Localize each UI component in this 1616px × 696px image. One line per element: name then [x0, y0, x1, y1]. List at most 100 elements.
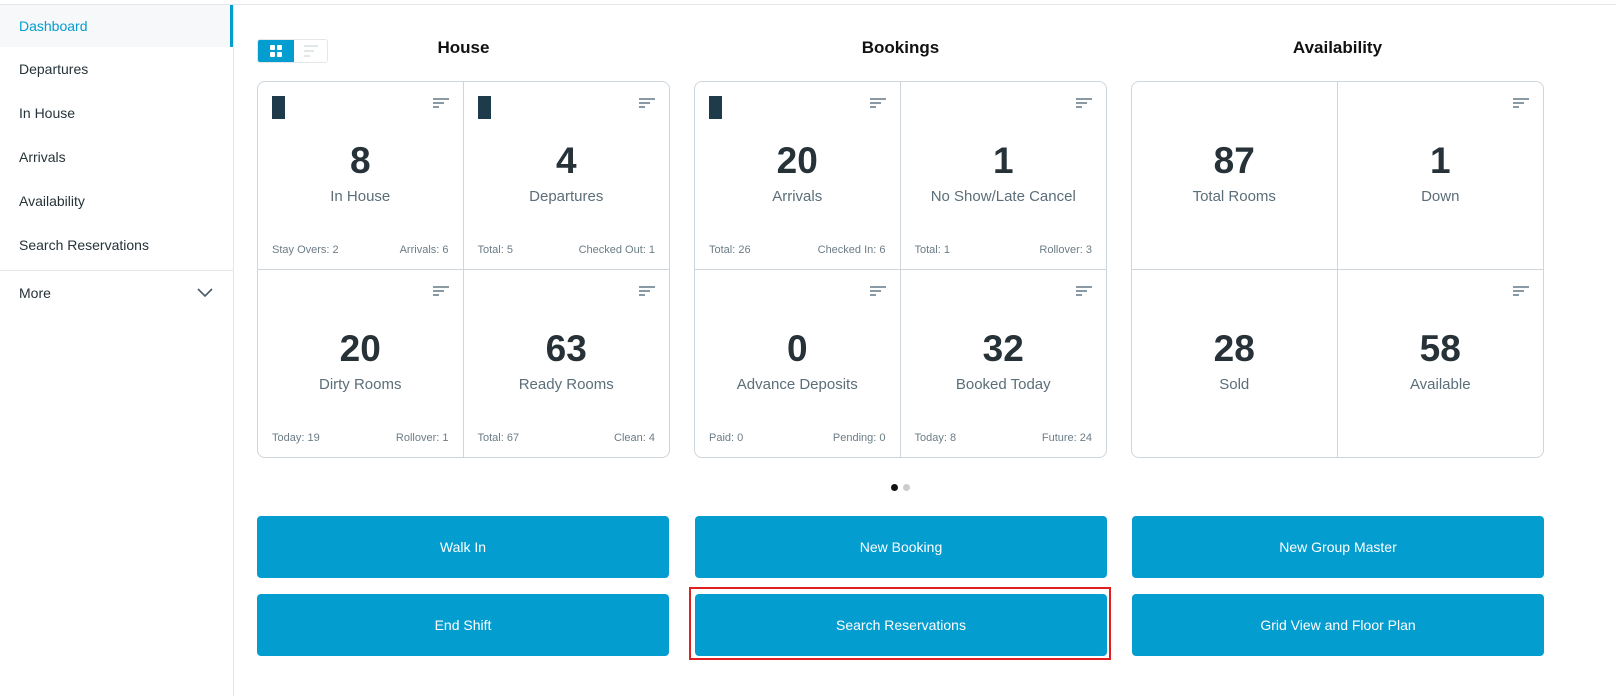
- stat-tile-booked-today[interactable]: 32 Booked Today Today: 8 Future: 24: [901, 270, 1107, 458]
- sidebar-more[interactable]: More: [0, 271, 233, 315]
- stat-tile-dirty-rooms[interactable]: 20 Dirty Rooms Today: 19 Rollover: 1: [258, 269, 464, 457]
- stat-footer: Today: 8 Future: 24: [915, 432, 1093, 444]
- list-icon: [303, 45, 318, 57]
- grid-view-button[interactable]: [258, 40, 294, 62]
- stat-label: In House: [330, 188, 391, 205]
- top-divider: [0, 4, 1616, 5]
- footer-left: Total: 67: [477, 432, 520, 444]
- stat-label: Sold: [1219, 375, 1250, 393]
- filter-icon[interactable]: [639, 285, 655, 296]
- grid-icon: [270, 45, 282, 57]
- filter-icon[interactable]: [1513, 98, 1529, 108]
- page-dot-1[interactable]: [891, 484, 898, 491]
- sidebar-item-search-reservations[interactable]: Search Reservations: [19, 237, 149, 253]
- stat-tile-available[interactable]: 58 Available: [1338, 270, 1544, 458]
- stat-footer: Total: 5 Checked Out: 1: [478, 244, 656, 256]
- stat-label: Advance Deposits: [736, 375, 858, 393]
- filter-icon[interactable]: [1076, 285, 1092, 296]
- stat-tile-arrivals[interactable]: 20 Arrivals Total: 26 Checked In: 6: [695, 82, 901, 270]
- house-card: 8 In House Stay Overs: 2 Arrivals: 6 4 De…: [257, 81, 670, 458]
- stat-value: 28: [1213, 327, 1255, 369]
- footer-right: Future: 24: [1041, 432, 1092, 444]
- pagination-dots: [891, 484, 910, 491]
- sidebar-item-in-house[interactable]: In House: [19, 105, 76, 121]
- footer-left: Stay Overs: 2: [272, 243, 339, 256]
- stat-footer: Stay Overs: 2 Arrivals: 6: [272, 244, 449, 256]
- footer-left: Today: 19: [272, 432, 320, 444]
- stat-value: 20: [339, 327, 381, 369]
- stat-tile-sold[interactable]: 28 Sold: [1132, 269, 1338, 457]
- bookings-card: 20 Arrivals Total: 26 Checked In: 6 1 No …: [694, 81, 1107, 458]
- view-toggle: [257, 39, 328, 63]
- stat-value: 8: [349, 140, 371, 181]
- search-reservations-button[interactable]: Search Reservations: [695, 594, 1107, 656]
- filter-icon[interactable]: [639, 98, 655, 108]
- stat-tile-in-house[interactable]: 8 In House Stay Overs: 2 Arrivals: 6: [258, 82, 464, 270]
- highlight-box: [689, 587, 1111, 660]
- new-group-master-button[interactable]: New Group Master: [1132, 516, 1544, 578]
- stat-tile-total-rooms[interactable]: 87 Total Rooms: [1132, 82, 1338, 270]
- sidebar-item-availability[interactable]: Availability: [19, 193, 85, 209]
- brand-logo-icon: [709, 96, 722, 119]
- footer-left: Total: 1: [914, 243, 950, 256]
- stat-value: 0: [786, 327, 808, 369]
- footer-right: Arrivals: 6: [399, 243, 449, 256]
- footer-right: Rollover: 3: [1039, 243, 1092, 256]
- stat-value: 87: [1213, 140, 1255, 181]
- stat-label: Booked Today: [955, 375, 1051, 393]
- footer-right: Rollover: 1: [395, 432, 449, 444]
- sidebar-item-departures[interactable]: Departures: [19, 61, 89, 77]
- stat-tile-departures[interactable]: 4 Departures Total: 5 Checked Out: 1: [463, 82, 669, 270]
- stat-label: Dirty Rooms: [318, 375, 402, 393]
- stat-label: Down: [1421, 188, 1460, 205]
- list-view-button[interactable]: [294, 40, 327, 62]
- footer-left: Today: 8: [914, 432, 957, 444]
- stat-label: Total Rooms: [1192, 188, 1276, 205]
- stat-label: Available: [1409, 375, 1471, 393]
- stat-footer: Total: 26 Checked In: 6: [709, 244, 886, 256]
- brand-logo-icon: [477, 96, 491, 119]
- sidebar-item-arrivals[interactable]: Arrivals: [19, 149, 66, 165]
- end-shift-button[interactable]: End Shift: [257, 594, 669, 656]
- page-dot-2[interactable]: [903, 484, 910, 491]
- footer-right: Clean: 4: [614, 432, 655, 444]
- footer-right: Checked In: 6: [817, 243, 886, 256]
- stat-footer: Total: 67 Clean: 4: [478, 432, 656, 444]
- stat-tile-no-show-late-cancel[interactable]: 1 No Show/Late Cancel Total: 1 Rollover: …: [900, 82, 1106, 270]
- section-title: Bookings: [861, 38, 940, 57]
- filter-icon[interactable]: [432, 285, 449, 296]
- stat-label: Departures: [529, 188, 604, 205]
- footer-right: Pending: 0: [832, 432, 886, 444]
- stat-tile-ready-rooms[interactable]: 63 Ready Rooms Total: 67 Clean: 4: [464, 270, 670, 458]
- stat-value: 1: [992, 140, 1014, 181]
- footer-left: Total: 26: [709, 243, 751, 256]
- section-title: Availability: [1292, 38, 1383, 57]
- footer-right: Checked Out: 1: [578, 243, 655, 256]
- grid-view-floor-plan-button[interactable]: Grid View and Floor Plan: [1132, 594, 1544, 656]
- stat-label: Arrivals: [772, 188, 823, 205]
- stat-value: 20: [776, 140, 818, 181]
- footer-left: Total: 5: [477, 243, 513, 256]
- stat-tile-down[interactable]: 1 Down: [1337, 82, 1543, 270]
- more-label: More: [19, 285, 51, 301]
- stat-value: 58: [1419, 327, 1461, 369]
- filter-icon[interactable]: [1513, 285, 1529, 296]
- stat-value: 4: [555, 140, 577, 181]
- filter-icon[interactable]: [1076, 98, 1092, 108]
- sidebar-item-dashboard[interactable]: Dashboard: [0, 5, 233, 47]
- filter-icon[interactable]: [432, 98, 449, 108]
- availability-card: 87 Total Rooms 1 Down 28 Sold 58 Availab…: [1131, 81, 1544, 458]
- walk-in-button[interactable]: Walk In: [257, 516, 669, 578]
- stat-value: 63: [545, 327, 587, 369]
- stat-label: Ready Rooms: [518, 375, 614, 393]
- sidebar-divider: [0, 270, 233, 271]
- filter-icon[interactable]: [869, 98, 886, 108]
- stat-footer: Paid: 0 Pending: 0: [709, 432, 886, 444]
- brand-logo-icon: [272, 96, 285, 119]
- stat-tile-advance-deposits[interactable]: 0 Advance Deposits Paid: 0 Pending: 0: [695, 269, 901, 457]
- stat-value: 1: [1429, 140, 1451, 181]
- new-booking-button[interactable]: New Booking: [695, 516, 1107, 578]
- stat-footer: Today: 19 Rollover: 1: [272, 432, 449, 444]
- filter-icon[interactable]: [869, 285, 886, 296]
- section-title: House: [437, 38, 490, 57]
